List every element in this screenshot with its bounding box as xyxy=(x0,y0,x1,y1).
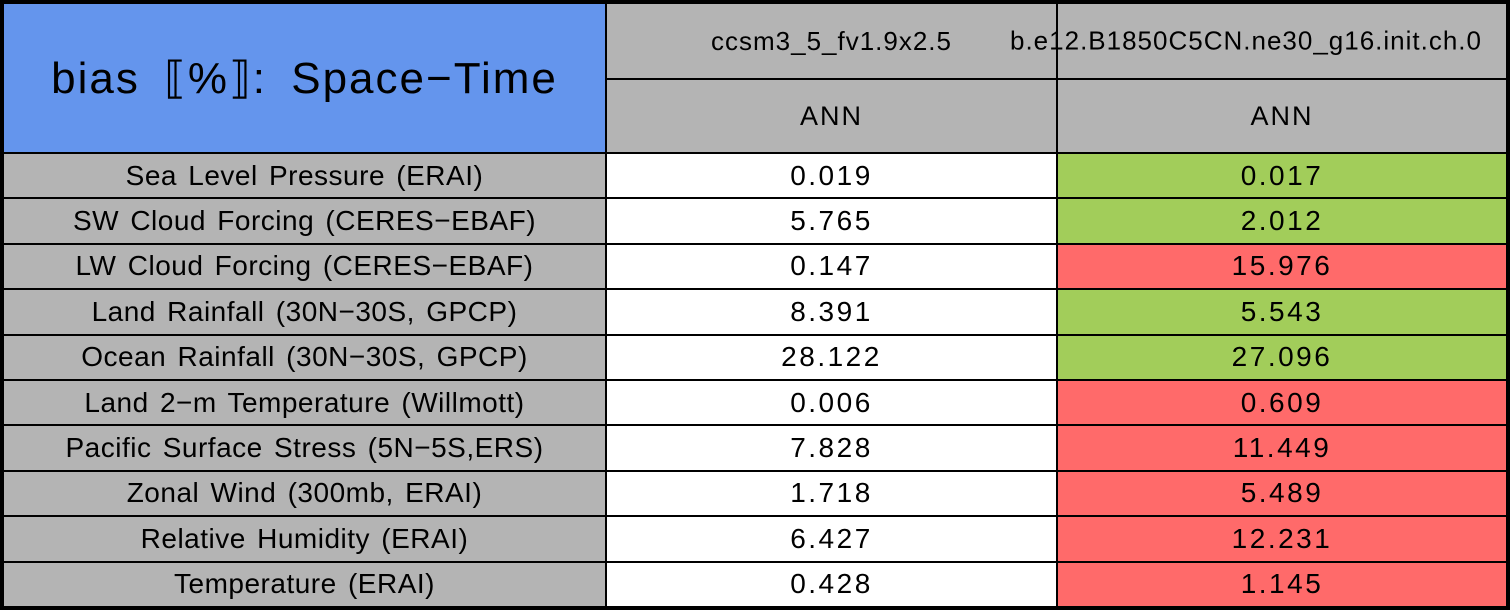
metric-label: Temperature (ERAI) xyxy=(174,568,435,600)
control-value-cell: 7.828 xyxy=(607,426,1056,470)
table-title: bias ⟦%⟧: Space−Time xyxy=(4,4,605,152)
case-value: 0.609 xyxy=(1240,386,1324,418)
season-header-control: ANN xyxy=(607,80,1056,152)
case-value: 15.976 xyxy=(1231,250,1333,282)
metric-label: Relative Humidity (ERAI) xyxy=(140,522,469,554)
case-value-cell: 5.489 xyxy=(1058,471,1506,516)
season-header-case: ANN xyxy=(1058,80,1506,152)
metric-label: Ocean Rainfall (30N−30S, GPCP) xyxy=(81,341,528,373)
case-value: 2.012 xyxy=(1240,205,1324,237)
table-row-label: Temperature (ERAI) xyxy=(4,562,605,606)
metric-label: Land 2−m Temperature (Willmott) xyxy=(84,386,525,418)
control-value: 5.765 xyxy=(790,205,873,237)
control-value-cell: 28.122 xyxy=(607,335,1056,379)
control-value-cell: 8.391 xyxy=(607,290,1056,334)
case-value-cell: 15.976 xyxy=(1058,244,1506,289)
case-value: 1.145 xyxy=(1240,568,1324,600)
control-value: 0.006 xyxy=(790,386,873,418)
table-row-label: SW Cloud Forcing (CERES−EBAF) xyxy=(4,199,605,243)
case-model-label: b.e12.B1850C5CN.ne30_g16.init.ch.0 xyxy=(1010,25,1482,56)
case-value-cell: 5.543 xyxy=(1058,290,1506,334)
table-row-label: Relative Humidity (ERAI) xyxy=(4,517,605,561)
case-value: 27.096 xyxy=(1231,341,1333,373)
metric-label: Pacific Surface Stress (5N−5S,ERS) xyxy=(65,432,544,464)
metric-label: Land Rainfall (30N−30S, GPCP) xyxy=(91,295,518,327)
case-value: 0.017 xyxy=(1240,159,1324,191)
case-value-cell: 2.012 xyxy=(1058,199,1506,243)
control-value-cell: 0.428 xyxy=(607,562,1056,606)
table-row-label: LW Cloud Forcing (CERES−EBAF) xyxy=(4,244,605,289)
control-value: 7.828 xyxy=(790,432,873,464)
metric-label: Zonal Wind (300mb, ERAI) xyxy=(126,477,483,509)
table-row-label: Land Rainfall (30N−30S, GPCP) xyxy=(4,290,605,334)
control-value-cell: 0.147 xyxy=(607,244,1056,289)
control-value: 0.147 xyxy=(790,250,873,282)
table-row-label: Pacific Surface Stress (5N−5S,ERS) xyxy=(4,426,605,470)
column-header-control-model: ccsm3_5_fv1.9x2.5 xyxy=(607,4,1056,78)
control-value: 1.718 xyxy=(790,477,873,509)
control-model-label: ccsm3_5_fv1.9x2.5 xyxy=(710,25,952,56)
metric-label: Sea Level Pressure (ERAI) xyxy=(125,159,484,191)
case-value-cell: 1.145 xyxy=(1058,562,1506,606)
case-value: 5.543 xyxy=(1240,295,1324,327)
control-value: 8.391 xyxy=(790,295,873,327)
control-value: 0.428 xyxy=(790,568,873,600)
table-row-label: Land 2−m Temperature (Willmott) xyxy=(4,381,605,425)
case-value-cell: 27.096 xyxy=(1058,335,1506,379)
metric-label: LW Cloud Forcing (CERES−EBAF) xyxy=(75,250,534,282)
control-value-cell: 5.765 xyxy=(607,199,1056,243)
control-value: 0.019 xyxy=(790,159,873,191)
table-row-label: Zonal Wind (300mb, ERAI) xyxy=(4,471,605,516)
column-header-case-model: b.e12.B1850C5CN.ne30_g16.init.ch.0 xyxy=(1010,4,1506,78)
metric-label: SW Cloud Forcing (CERES−EBAF) xyxy=(72,205,537,237)
case-value: 12.231 xyxy=(1231,522,1333,554)
case-value: 5.489 xyxy=(1240,477,1324,509)
control-value-cell: 0.006 xyxy=(607,381,1056,425)
table-row-label: Sea Level Pressure (ERAI) xyxy=(4,154,605,198)
case-value-cell: 11.449 xyxy=(1058,426,1506,470)
season-label: ANN xyxy=(799,100,863,131)
control-value-cell: 6.427 xyxy=(607,517,1056,561)
control-value: 28.122 xyxy=(781,341,882,373)
case-value-cell: 0.609 xyxy=(1058,381,1506,425)
table-title-label: bias ⟦%⟧: Space−Time xyxy=(51,53,558,103)
case-value-cell: 12.231 xyxy=(1058,517,1506,561)
table-row-label: Ocean Rainfall (30N−30S, GPCP) xyxy=(4,335,605,379)
season-label: ANN xyxy=(1250,100,1314,131)
case-value: 11.449 xyxy=(1232,432,1332,464)
control-value-cell: 1.718 xyxy=(607,471,1056,516)
case-value-cell: 0.017 xyxy=(1058,154,1506,198)
control-value-cell: 0.019 xyxy=(607,154,1056,198)
control-value: 6.427 xyxy=(790,522,873,554)
